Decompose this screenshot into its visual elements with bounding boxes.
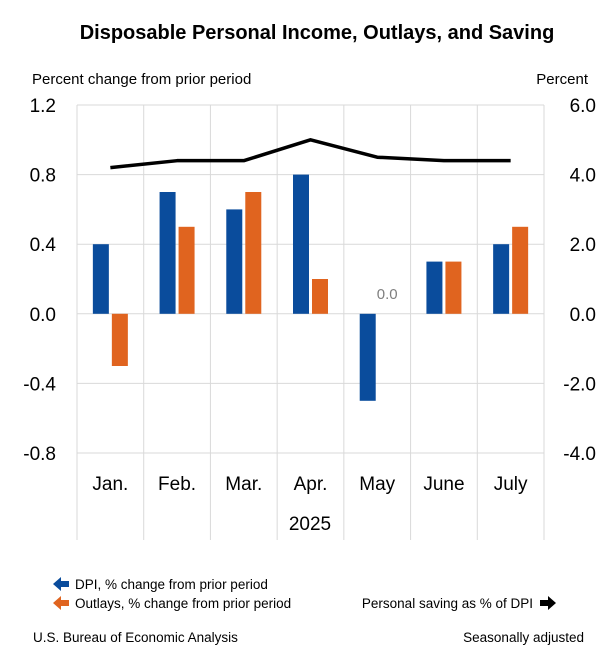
category-label: Mar. [225, 474, 262, 495]
left-tick-label: -0.8 [23, 444, 56, 465]
bar-dpi-july [493, 244, 510, 314]
bar-dpi-apr [293, 174, 309, 314]
source-note: U.S. Bureau of Economic Analysis [33, 630, 238, 645]
category-label: Jan. [92, 474, 128, 495]
legend-arrow-left-icon [53, 596, 69, 610]
legend-label-dpi: DPI, % change from prior period [75, 577, 268, 592]
year-label: 2025 [289, 514, 331, 535]
left-tick-label: -0.4 [23, 374, 56, 395]
right-tick-label: 0.0 [570, 305, 596, 326]
bars [92, 174, 529, 401]
right-tick-label: -4.0 [563, 444, 596, 465]
bar-dpi-mar [226, 209, 243, 314]
bar-dpi-june [426, 261, 443, 314]
legend-arrow-right-icon [540, 596, 556, 610]
category-label: Feb. [158, 474, 196, 495]
legend-label-saving: Personal saving as % of DPI [362, 596, 533, 611]
left-axis-ticks: 1.2 0.8 0.4 0.0 -0.4 -0.8 [23, 96, 56, 465]
legend: DPI, % change from prior period Outlays,… [53, 577, 556, 611]
left-tick-label: 0.0 [30, 305, 56, 326]
seasonal-note: Seasonally adjusted [463, 630, 584, 645]
bar-dpi-feb [159, 192, 176, 314]
right-tick-label: 6.0 [570, 96, 596, 117]
right-tick-label: 4.0 [570, 166, 596, 187]
legend-arrow-left-icon [53, 577, 69, 591]
legend-label-outlays: Outlays, % change from prior period [75, 596, 291, 611]
category-label: July [494, 474, 528, 495]
category-label: June [423, 474, 464, 495]
right-tick-label: 2.0 [570, 235, 596, 256]
legend-item-dpi: DPI, % change from prior period [53, 577, 268, 592]
left-axis-title: Percent change from prior period [32, 71, 251, 88]
category-labels: Jan. Feb. Mar. Apr. May June July [92, 474, 528, 495]
left-tick-label: 0.8 [30, 166, 56, 187]
category-label: Apr. [294, 474, 328, 495]
saving-line-layer [110, 138, 511, 170]
left-tick-label: 0.4 [30, 235, 57, 256]
left-tick-label: 1.2 [30, 96, 56, 117]
bar-outlays-june [445, 261, 462, 314]
data-labels: 0.0 [377, 286, 398, 303]
bar-outlays-mar [245, 192, 262, 314]
bar-dpi-may [359, 313, 376, 401]
category-label: May [359, 474, 395, 495]
right-tick-label: -2.0 [563, 374, 596, 395]
legend-item-outlays: Outlays, % change from prior period [53, 596, 291, 611]
bar-dpi-jan [92, 244, 109, 314]
chart-title: Disposable Personal Income, Outlays, and… [80, 22, 555, 44]
right-axis-title: Percent [536, 71, 589, 88]
bar-outlays-jan [111, 313, 128, 366]
gridlines [76, 104, 545, 540]
bar-outlays-july [512, 226, 529, 314]
data-label: 0.0 [377, 286, 398, 303]
saving-rate-line [110, 138, 511, 170]
bar-outlays-apr [312, 279, 328, 314]
right-axis-ticks: 6.0 4.0 2.0 0.0 -2.0 -4.0 [563, 96, 596, 465]
legend-item-saving: Personal saving as % of DPI [362, 596, 556, 611]
bar-outlays-feb [178, 226, 195, 314]
